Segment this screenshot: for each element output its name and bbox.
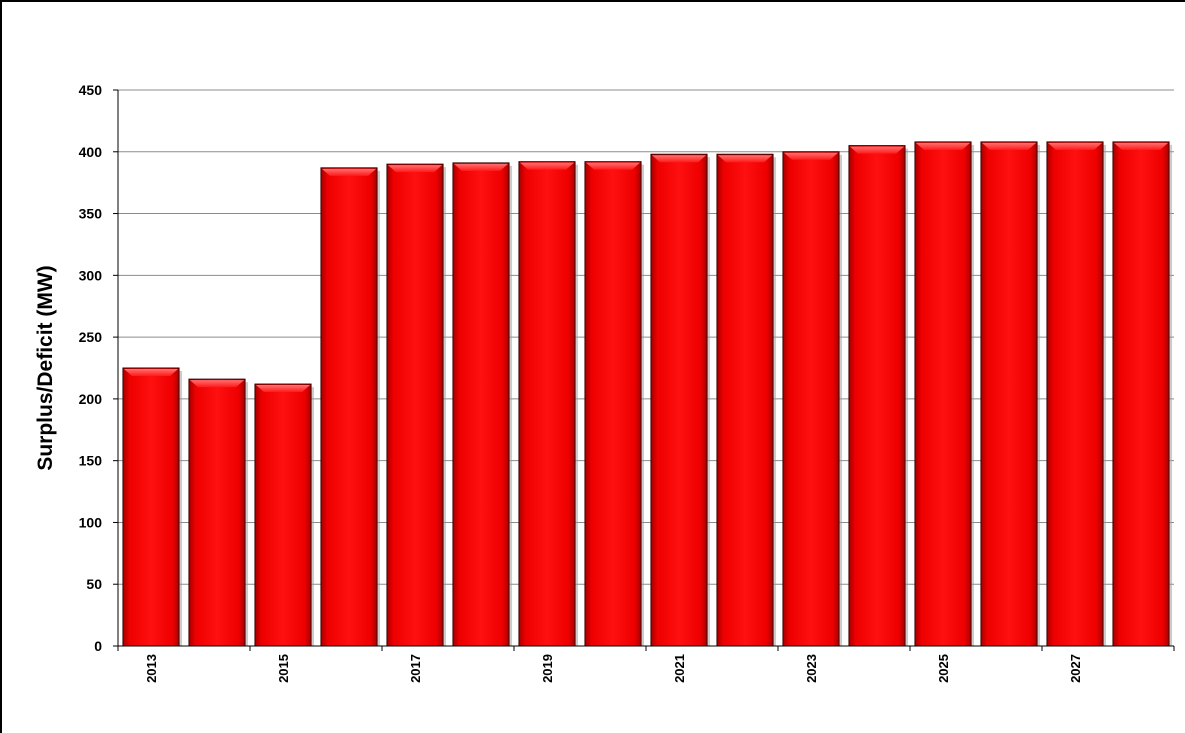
y-tick-label: 100 [79,514,103,530]
y-tick-label: 400 [79,144,103,160]
bar [782,151,840,647]
bar-2020 [584,161,645,647]
bar-bevel [519,162,575,170]
bar-2018 [452,162,513,647]
bars [122,141,1173,647]
x-tick-label: 2023 [804,654,819,683]
bar-bevel [783,152,839,160]
bar-bevel [849,146,905,154]
x-tick-label: 2019 [540,654,555,683]
bar [584,161,642,647]
axes [113,89,1175,651]
bar [914,141,972,647]
y-tick-label: 300 [79,267,103,283]
y-tick-label: 200 [79,391,103,407]
bar [650,153,708,647]
bar-2015 [254,383,315,647]
bar-bevel [651,155,707,163]
bar-bevel [453,163,509,171]
x-tick-label: 2027 [1068,654,1083,683]
bar-2024 [848,145,909,647]
bar-bevel [1113,142,1169,150]
bar-2016 [320,167,381,647]
y-tick-label: 250 [79,329,103,345]
bar-2026 [980,141,1041,647]
bar [1046,141,1104,647]
bar-bevel [915,142,971,150]
bar-bevel [189,380,245,388]
y-tick-label: 350 [79,206,103,222]
bar-2013 [122,367,183,647]
bar-2025 [914,141,975,647]
y-tick-label: 150 [79,453,103,469]
bar [848,145,906,647]
bar-bevel [717,155,773,163]
bar [980,141,1038,647]
x-tick-label: 2025 [936,654,951,683]
bar [320,167,378,647]
x-tick-label: 2013 [144,654,159,683]
bar-2027 [1046,141,1107,647]
bar-2022 [716,153,777,647]
y-tick-label: 450 [79,82,103,98]
bar-bevel [585,162,641,170]
y-tick-label: 0 [94,638,102,654]
bar [122,367,180,647]
y-tick-label: 50 [86,576,102,592]
bar-bevel [387,165,443,173]
bar [452,162,510,647]
y-axis-label: Surplus/Deficit (MW) [34,265,57,470]
bar [188,378,246,647]
y-tick-labels: 0 50 100 150 200 250 300 350 400 450 [79,82,103,654]
bar-bevel [123,369,179,376]
bar-bevel [255,385,311,393]
bar-2014 [188,378,249,647]
bar [518,161,576,647]
x-tick-label: 2015 [276,654,291,683]
bar [386,163,444,647]
bar-2019 [518,161,579,647]
bar-2023 [782,151,843,647]
x-tick-labels: 2013 2015 2017 2019 2021 2023 2025 2027 [144,654,1083,683]
bar-bevel [1047,142,1103,150]
bar-bevel [981,142,1037,150]
bar [254,383,312,647]
bar [1112,141,1170,647]
bar [716,153,774,647]
bar-2021 [650,153,711,647]
x-tick-label: 2017 [408,654,423,683]
x-tick-label: 2021 [672,654,687,683]
bar-2028 [1112,141,1173,647]
bar-2017 [386,163,447,647]
bar-bevel [321,168,377,176]
